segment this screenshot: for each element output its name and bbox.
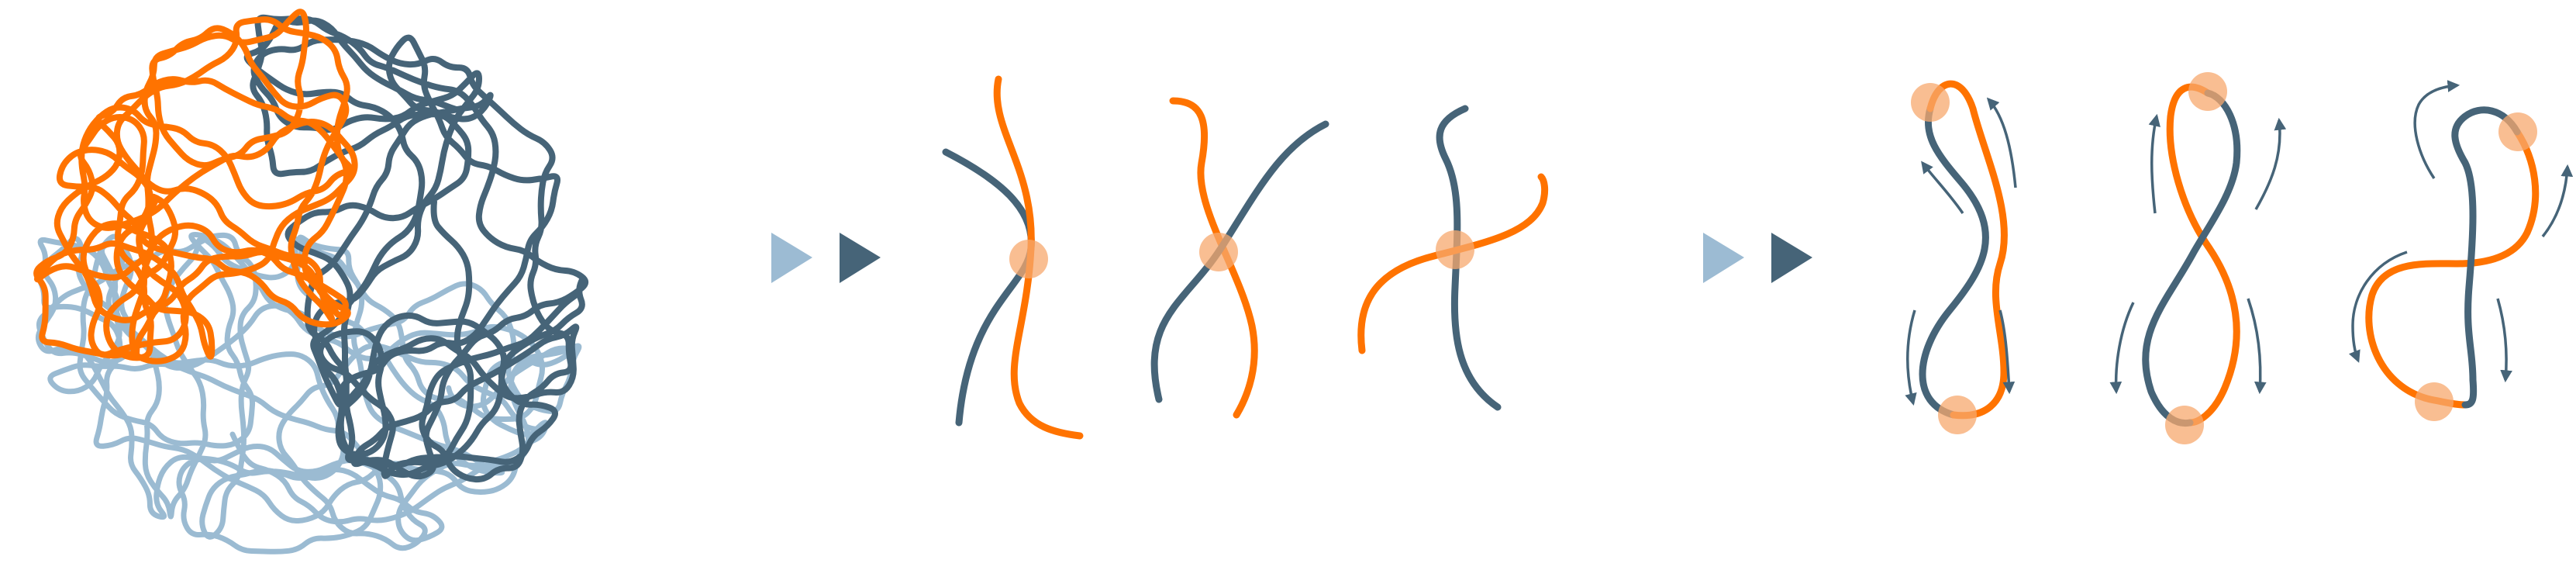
dark-strand xyxy=(1150,120,1329,403)
contact-point xyxy=(1436,230,1474,269)
dark-strand xyxy=(942,148,1035,427)
orange-tangle-path xyxy=(33,9,358,365)
light-play-triangle-icon xyxy=(1703,233,1744,283)
motion-arrow xyxy=(2496,298,2512,383)
motion-arrow xyxy=(2109,302,2135,395)
dark-play-triangle-icon xyxy=(840,233,881,283)
motion-arrow xyxy=(1921,161,1964,214)
motion-arrow xyxy=(2541,164,2574,238)
motion-arrow xyxy=(2247,298,2267,395)
motion-arrow xyxy=(2413,80,2460,179)
chromosome-tangle xyxy=(33,9,589,555)
light-tangle-path xyxy=(35,231,582,555)
dark-strand xyxy=(1919,105,1989,419)
motion-arrow xyxy=(2148,113,2160,214)
tangle-dark-blue-strand xyxy=(243,14,589,483)
contact-point xyxy=(1938,396,1977,434)
orange-strand xyxy=(2365,128,2540,409)
contact-point xyxy=(1009,240,1048,278)
orange-strand xyxy=(1357,173,1549,354)
crossing-pair-3 xyxy=(1357,105,1549,411)
orange-strand xyxy=(1926,80,2008,420)
contact-point xyxy=(1199,233,1238,271)
transition-step-2 xyxy=(1703,233,1812,283)
contact-point xyxy=(2188,72,2227,111)
motion-arrow xyxy=(1905,309,1917,406)
tangle-orange-strand xyxy=(33,9,358,365)
crossing-pair-2 xyxy=(1150,97,1329,419)
motion-arrow xyxy=(1998,309,2016,395)
dark-strand xyxy=(2142,89,2241,427)
loop-3 xyxy=(2349,80,2574,421)
motion-arrow xyxy=(2349,250,2408,363)
orange-strand xyxy=(2166,83,2240,427)
motion-arrow xyxy=(2254,117,2287,210)
motion-arrow xyxy=(1986,97,2017,188)
dark-tangle-path xyxy=(243,14,589,483)
contact-point xyxy=(2165,406,2204,444)
dark-play-triangle-icon xyxy=(1771,233,1812,283)
figure-eight-loops-panel xyxy=(1905,72,2574,444)
loop-1 xyxy=(1905,80,2017,434)
orange-strand xyxy=(993,75,1084,440)
crossing-pair-1 xyxy=(942,75,1084,440)
tangle-light-blue-strand xyxy=(35,231,582,555)
contact-point xyxy=(2498,112,2537,151)
contact-point xyxy=(2415,382,2454,421)
loop-2 xyxy=(2109,72,2287,444)
light-play-triangle-icon xyxy=(771,233,812,283)
pair-crossings-panel xyxy=(942,75,1549,440)
dark-strand xyxy=(2451,106,2521,409)
transition-step-1 xyxy=(771,233,881,283)
contact-point xyxy=(1911,83,1950,122)
